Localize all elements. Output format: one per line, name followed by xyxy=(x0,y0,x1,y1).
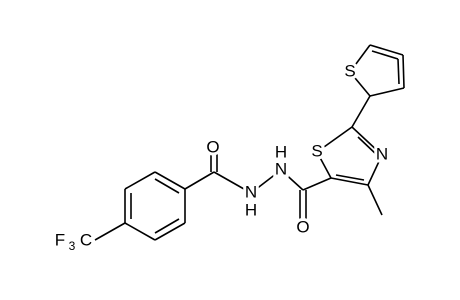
atom-label: N xyxy=(376,144,388,163)
atom-label: H xyxy=(245,200,257,219)
atom-label: N xyxy=(275,159,287,178)
atom-label: S xyxy=(344,61,355,80)
atom-label: O xyxy=(296,217,309,236)
atom-label: S xyxy=(311,141,322,160)
atom-label: O xyxy=(206,137,219,156)
atom-subscript: 3 xyxy=(69,239,76,253)
bonds xyxy=(94,44,405,241)
atom-label: F xyxy=(55,230,65,249)
atom-label: H xyxy=(275,142,287,161)
atom-label: N xyxy=(245,182,257,201)
atom-label: C xyxy=(80,230,92,249)
